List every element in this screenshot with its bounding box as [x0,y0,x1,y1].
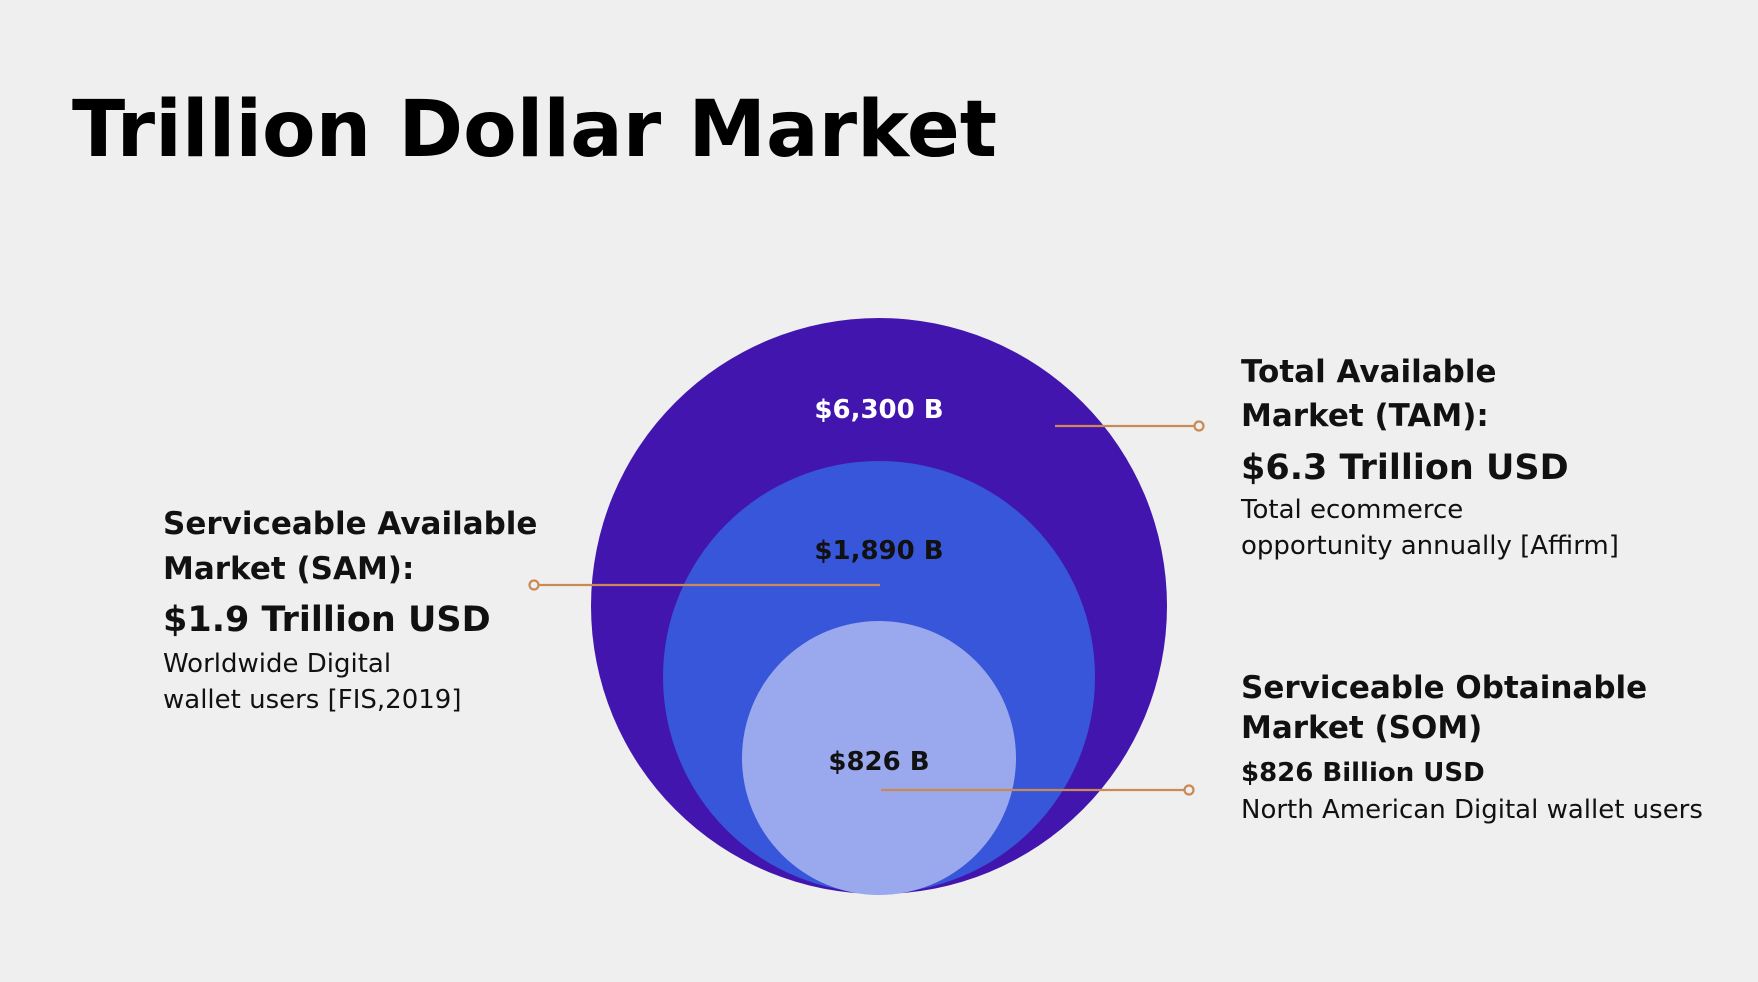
callout-description: Worldwide Digital [163,649,391,679]
callout-description: Total ecommerce [1240,495,1463,525]
callout-heading: Market (SAM): [163,551,414,587]
callout-description: North American Digital wallet users [1241,795,1703,825]
leader-dot [1193,420,1205,432]
title: Trillion Dollar Market [72,85,997,175]
leader-dot [528,579,540,591]
callout-heading: Market (SOM) [1241,710,1482,746]
leader-dot [1183,784,1195,796]
callout-description: wallet users [FIS,2019] [163,685,461,715]
callout-amount: $1.9 Trillion USD [163,600,491,640]
callout-heading: Total Available [1241,354,1497,390]
callout-heading: Serviceable Available [163,506,537,542]
som-circle [742,621,1016,895]
circle-label: $6,300 B [814,395,943,425]
circle-label: $826 B [828,747,929,777]
circle-label: $1,890 B [814,536,943,566]
callout-amount: $826 Billion USD [1241,758,1485,788]
callout-amount: $6.3 Trillion USD [1241,448,1569,488]
callout-heading: Market (TAM): [1241,398,1489,434]
callout-heading: Serviceable Obtainable [1241,670,1647,706]
callout-description: opportunity annually [Affirm] [1241,531,1619,561]
